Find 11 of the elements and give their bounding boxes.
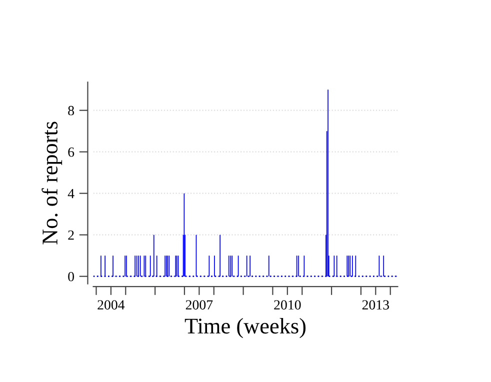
y-tick-label: 6 bbox=[68, 147, 74, 157]
y-tick-label: 8 bbox=[68, 106, 74, 116]
x-tick-label: 2004 bbox=[98, 300, 125, 310]
y-tick-label: 4 bbox=[68, 189, 74, 198]
y-axis-title: No. of reports bbox=[42, 122, 62, 244]
x-tick-label: 2010 bbox=[274, 300, 301, 310]
y-tick-label: 0 bbox=[68, 272, 74, 282]
x-tick-label: 2007 bbox=[186, 300, 213, 310]
x-axis-title: Time (weeks) bbox=[184, 318, 306, 338]
x-tick-label: 2013 bbox=[362, 300, 389, 310]
y-tick-label: 2 bbox=[68, 230, 74, 240]
